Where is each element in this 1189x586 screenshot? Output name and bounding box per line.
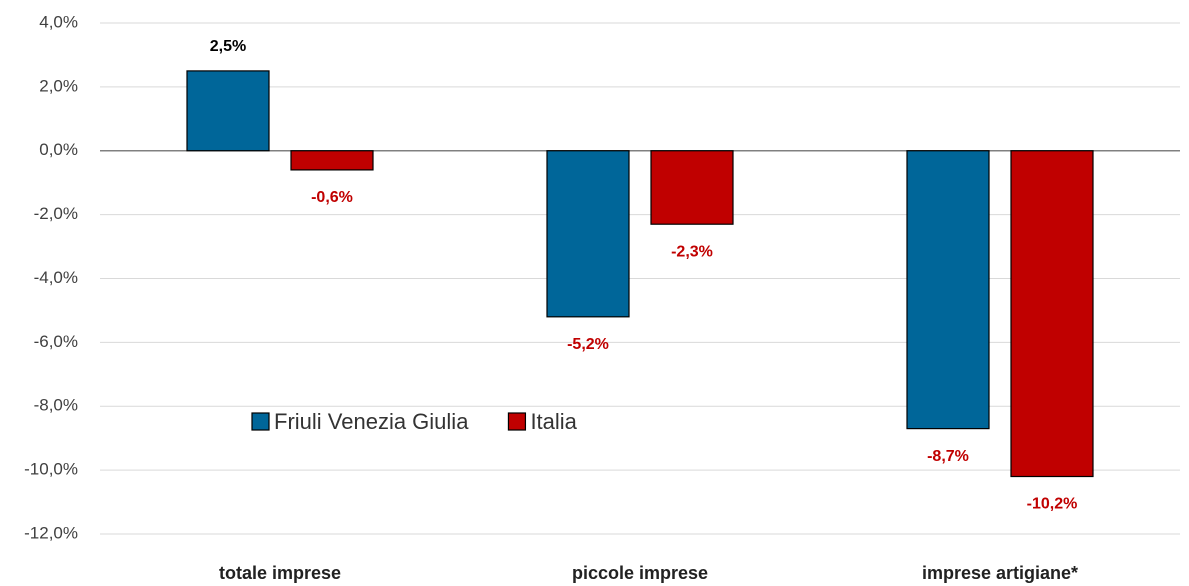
value-label: -0,6% xyxy=(311,189,353,206)
bar xyxy=(546,150,630,318)
bar xyxy=(290,150,374,171)
x-tick-label: imprese artigiane* xyxy=(922,563,1078,583)
y-tick-label: -6,0% xyxy=(34,332,78,351)
y-tick-label: 0,0% xyxy=(39,140,78,159)
x-tick-label: totale imprese xyxy=(219,563,341,583)
bar xyxy=(906,150,990,430)
bar xyxy=(1010,150,1094,478)
value-label: -2,3% xyxy=(671,243,713,260)
bar xyxy=(650,150,734,225)
legend-label: Italia xyxy=(530,409,577,434)
y-tick-label: -2,0% xyxy=(34,204,78,223)
y-tick-label: 4,0% xyxy=(39,12,78,31)
legend-swatch xyxy=(507,412,527,431)
legend-swatch xyxy=(251,412,270,431)
y-tick-label: -12,0% xyxy=(24,523,78,542)
y-tick-label: -4,0% xyxy=(34,268,78,287)
value-label: -10,2% xyxy=(1027,496,1078,513)
x-tick-label: piccole imprese xyxy=(572,563,708,583)
legend-label: Friuli Venezia Giulia xyxy=(274,409,469,434)
value-label: -8,7% xyxy=(927,448,969,465)
y-tick-label: -10,0% xyxy=(24,460,78,479)
y-tick-label: 2,0% xyxy=(39,76,78,95)
y-tick-label: -8,0% xyxy=(34,396,78,415)
value-label: -5,2% xyxy=(567,336,609,353)
value-label: 2,5% xyxy=(210,38,246,55)
bar xyxy=(186,70,270,152)
